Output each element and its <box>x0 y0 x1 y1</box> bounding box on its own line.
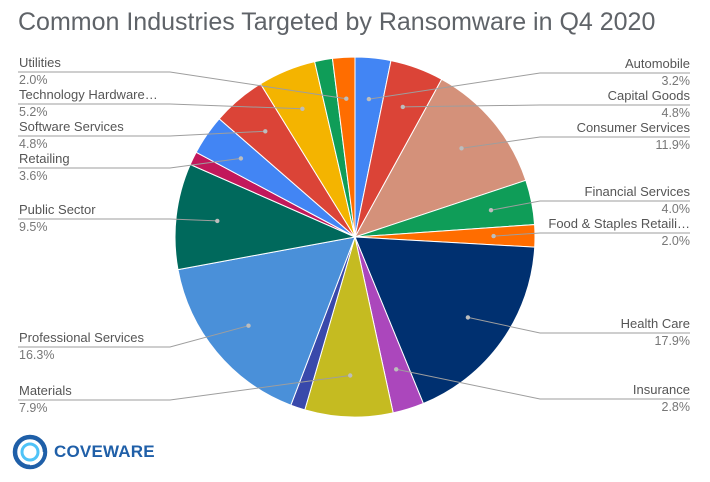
slice-value-materials: 7.9% <box>19 401 48 415</box>
slice-label-technology-hardware: Technology Hardware… <box>19 87 158 102</box>
slice-label-capital-goods: Capital Goods <box>608 88 691 103</box>
slice-value-professional-services: 16.3% <box>19 348 54 362</box>
leader-dot-utilities <box>344 96 349 101</box>
coveware-ring-logo-icon <box>12 434 48 470</box>
slice-value-retailing: 3.6% <box>19 169 48 183</box>
pie-slice-professional-services-9 <box>177 236 356 406</box>
label-group-materials: Materials 7.9% <box>18 373 353 415</box>
label-group-technology-hardware: Technology Hardware… 5.2% <box>18 87 305 119</box>
slice-value-food-staples-retaili: 2.0% <box>662 234 691 248</box>
label-group-consumer-services: Consumer Services 11.9% <box>459 120 690 152</box>
chart-title: Common Industries Targeted by Ransomware… <box>18 8 656 36</box>
pie-slice-utilities-16 <box>331 56 356 238</box>
label-group-financial-services: Financial Services 4.0% <box>488 184 691 216</box>
slice-label-automobile: Automobile <box>625 56 690 71</box>
label-group-retailing: Retailing 3.6% <box>18 151 244 183</box>
slice-label-financial-services: Financial Services <box>585 184 691 199</box>
leader-line-consumer-services <box>461 136 690 149</box>
slice-label-professional-services: Professional Services <box>19 330 144 345</box>
slice-label-insurance: Insurance <box>633 382 690 397</box>
leader-line-software-services <box>18 130 266 137</box>
leader-line-financial-services <box>490 200 690 211</box>
leader-dot-technology-hardware <box>300 106 305 112</box>
leader-line-public-sector <box>18 218 218 222</box>
leader-dot-materials <box>348 373 353 378</box>
leader-line-professional-services <box>18 325 249 348</box>
leader-dot-consumer-services <box>459 146 464 151</box>
slice-label-food-staples-retaili: Food & Staples Retaili… <box>548 216 690 231</box>
slice-value-technology-hardware: 5.2% <box>19 105 48 119</box>
label-group-public-sector: Public Sector 9.5% <box>18 202 220 234</box>
pie-slices <box>174 56 536 418</box>
slice-value-automobile: 3.2% <box>662 74 691 88</box>
coveware-logo: COVEWARE <box>12 432 155 472</box>
slice-value-health-care: 17.9% <box>655 334 690 348</box>
label-group-capital-goods: Capital Goods 4.8% <box>400 88 691 120</box>
pie-slice-health-care-5 <box>354 236 536 405</box>
slice-label-health-care: Health Care <box>621 316 690 331</box>
label-group-professional-services: Professional Services 16.3% <box>18 323 251 362</box>
leader-dot-health-care <box>465 315 471 320</box>
slice-value-public-sector: 9.5% <box>19 220 48 234</box>
label-group-software-services: Software Services 4.8% <box>18 119 268 151</box>
leader-dot-public-sector <box>215 218 220 224</box>
slice-value-software-services: 4.8% <box>19 137 48 151</box>
label-group-food-staples-retaili: Food & Staples Retaili… 2.0% <box>491 216 690 248</box>
label-group-utilities: Utilities 2.0% <box>18 55 349 101</box>
label-group-insurance: Insurance 2.8% <box>394 367 690 414</box>
leader-dot-capital-goods <box>400 104 405 110</box>
leader-line-materials <box>18 375 351 401</box>
slice-label-consumer-services: Consumer Services <box>577 120 691 135</box>
leader-dot-automobile <box>366 96 372 102</box>
slice-label-utilities: Utilities <box>19 55 61 70</box>
slice-label-public-sector: Public Sector <box>19 202 96 217</box>
slice-label-retailing: Retailing <box>19 151 70 166</box>
leader-dot-insurance <box>394 367 399 372</box>
leader-dot-food-staples-retaili <box>491 233 496 239</box>
logo-text: COVEWARE <box>54 442 155 461</box>
leader-dot-retailing <box>238 156 244 161</box>
pie-slice-consumer-services-2 <box>353 78 527 238</box>
slice-value-financial-services: 4.0% <box>662 202 691 216</box>
pie-slice-public-sector-10 <box>174 163 357 271</box>
leader-dot-professional-services <box>246 323 251 328</box>
label-group-automobile: Automobile 3.2% <box>366 56 691 102</box>
slice-label-software-services: Software Services <box>19 119 124 134</box>
leader-line-retailing <box>18 157 241 169</box>
leader-line-technology-hardware <box>18 103 303 110</box>
leader-dot-financial-services <box>488 208 494 213</box>
slice-value-insurance: 2.8% <box>662 400 691 414</box>
leader-line-capital-goods <box>402 104 690 108</box>
slice-value-capital-goods: 4.8% <box>662 106 691 120</box>
label-group-health-care: Health Care 17.9% <box>465 315 690 348</box>
leader-line-insurance <box>396 368 690 400</box>
slice-label-materials: Materials <box>19 383 72 398</box>
leader-line-utilities <box>18 71 347 100</box>
slice-value-consumer-services: 11.9% <box>655 138 690 152</box>
slice-value-utilities: 2.0% <box>19 73 48 87</box>
leader-line-automobile <box>368 72 690 100</box>
leader-line-health-care <box>467 316 690 334</box>
leader-line-food-staples-retaili <box>493 232 690 237</box>
leader-dot-software-services <box>263 129 268 134</box>
